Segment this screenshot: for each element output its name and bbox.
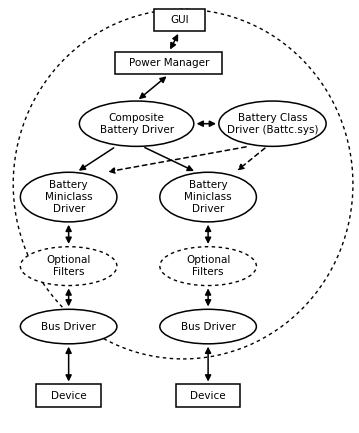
Ellipse shape: [219, 101, 326, 146]
Text: Composite
Battery Driver: Composite Battery Driver: [99, 113, 174, 135]
Bar: [154, 9, 205, 31]
Bar: [115, 52, 223, 74]
Ellipse shape: [160, 309, 256, 344]
Text: Device: Device: [51, 391, 87, 401]
Text: Device: Device: [190, 391, 226, 401]
Text: Optional
Filters: Optional Filters: [186, 255, 230, 277]
Text: Battery
Miniclass
Driver: Battery Miniclass Driver: [184, 181, 232, 213]
Ellipse shape: [79, 101, 194, 146]
Text: Battery
Miniclass
Driver: Battery Miniclass Driver: [45, 181, 93, 213]
Ellipse shape: [20, 309, 117, 344]
Bar: [37, 385, 101, 407]
Text: Bus Driver: Bus Driver: [181, 322, 236, 332]
Text: Battery Class
Driver (Battc.sys): Battery Class Driver (Battc.sys): [227, 113, 318, 135]
Text: Power Manager: Power Manager: [129, 58, 209, 68]
Text: Optional
Filters: Optional Filters: [46, 255, 91, 277]
Ellipse shape: [160, 247, 256, 285]
Ellipse shape: [20, 172, 117, 222]
Ellipse shape: [160, 172, 256, 222]
Ellipse shape: [20, 247, 117, 285]
Text: GUI: GUI: [170, 15, 189, 25]
Bar: [176, 385, 240, 407]
Text: Bus Driver: Bus Driver: [41, 322, 96, 332]
